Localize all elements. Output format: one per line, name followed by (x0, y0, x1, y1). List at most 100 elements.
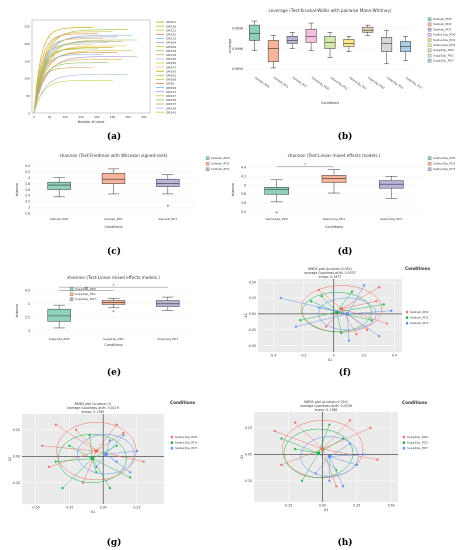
panel-d-shannon-boxplot: shannon (Test:Linear mixed effects model… (231, 153, 456, 229)
y-tick-label: 200 (24, 42, 30, 46)
chart-title: NMDS plot (p-value=0.052) (308, 267, 352, 271)
x-axis-label: X1 (324, 508, 328, 512)
spider-line (75, 429, 97, 452)
panel-c-shannon-boxplot: shannon (Test:Friedman with Wilcoxon sig… (15, 153, 230, 229)
sample-point (115, 460, 118, 463)
legend-label: Saline10µ_PD1 (175, 441, 198, 445)
x-tick-label: 25k (110, 115, 116, 119)
legend-label: Supp10µ_PD1 (407, 441, 428, 445)
sample-point (47, 465, 51, 469)
panel-b-coverage-boxplot: coverage (Test:Kruskal-Wallis with pairw… (228, 8, 456, 105)
chart-title: shannon (Test:Linear mixed effects model… (288, 153, 381, 158)
legend-swatch (170, 435, 174, 439)
box-body (267, 40, 279, 63)
x-axis-label: Conditions (105, 343, 123, 347)
confidence-ellipse (57, 433, 127, 484)
chart-stress: stress: 0.1765 (82, 410, 105, 414)
legend-label: Supp10µ_PD0 (433, 48, 454, 52)
legend-label: Saline10µ_PD0 (433, 156, 456, 160)
sample-point (280, 463, 283, 467)
x-tick-label: 0 (333, 354, 335, 358)
y-tick-label: 3.4 (25, 194, 30, 198)
x-tick-label: 20k (94, 115, 100, 119)
legend-label: OR527 (166, 94, 176, 98)
legend-label: OR530 (166, 57, 176, 61)
spider-line (89, 435, 93, 459)
centroid-marker (345, 312, 350, 316)
sample-point (54, 460, 57, 463)
spider-line (347, 313, 380, 337)
box-body (343, 39, 355, 47)
sample-point (362, 453, 365, 456)
spider-line (318, 453, 337, 471)
y-tick-label: 3.8 (25, 182, 30, 186)
spider-line (321, 295, 337, 313)
confidence-ellipse (77, 434, 135, 475)
legend-swatch (427, 156, 432, 160)
spider-line (347, 313, 350, 341)
y-tick-label: 3 (28, 329, 30, 333)
sample-point (81, 481, 84, 484)
legend-swatch (69, 292, 74, 296)
chart-title: shannon (Test:Linear mixed effects model… (67, 275, 160, 280)
significance-marker: ** (85, 287, 89, 291)
legend-label: OR509 (166, 86, 176, 90)
legend-title: Conditions (405, 266, 431, 271)
sample-point (375, 300, 378, 303)
x-tick-label: 30k (126, 115, 132, 119)
sample-point (350, 290, 354, 293)
sample-point (41, 444, 44, 447)
sample-point (135, 449, 139, 453)
y-axis-label: shannon (15, 304, 19, 318)
sample-point (309, 300, 313, 303)
legend-swatch (402, 446, 406, 450)
y-axis-label: coverage (228, 39, 232, 54)
spider-line (341, 300, 377, 310)
rarefaction-curve (33, 62, 108, 114)
box-body (381, 37, 393, 52)
centroid-marker (104, 452, 108, 456)
x-tick-label: -0.2 (300, 354, 306, 358)
spider-line (105, 435, 124, 455)
box-body (156, 178, 180, 187)
box-body (305, 28, 317, 43)
y-tick-label: 3.8 (241, 192, 246, 196)
sample-point (328, 423, 331, 426)
legend-title: Conditions (402, 400, 428, 405)
spider-line (92, 458, 97, 473)
y-tick-label: 4.4 (25, 164, 30, 168)
spider-line (96, 424, 117, 452)
sample-point (355, 463, 358, 467)
sample-point (347, 339, 351, 342)
centroid-marker (335, 310, 339, 314)
caption-f: (f) (339, 367, 351, 378)
x-tick-label: Salineb_PD1 (273, 76, 290, 89)
spider-line (329, 443, 351, 457)
spider-line (336, 291, 353, 313)
y-tick-label: 0.00 (245, 453, 252, 457)
panel-h-nmds-plot: -0.25 0.00 0.25 0.50 0.25 0.00 -0.25 NMDS plot … (240, 400, 428, 512)
legend-swatch (427, 43, 432, 47)
sample-point (369, 426, 372, 429)
sample-point (122, 434, 125, 437)
confidence-ellipse (282, 420, 364, 479)
legend-label: Salineb_PD7 (433, 27, 452, 31)
spider-line (274, 430, 323, 450)
box-body (286, 36, 298, 44)
legend-label: Supp10µ_PD0 (75, 287, 96, 291)
x-tick-label: 0.2 (362, 354, 367, 358)
chart-subtitle: average Goodness-of-fit: 0.0338 (300, 404, 352, 408)
legend-label: OR516 (166, 24, 176, 28)
legend-swatch (69, 297, 74, 301)
rarefaction-curve (33, 80, 113, 114)
sample-point (88, 434, 91, 437)
sample-point (108, 439, 112, 442)
box-body (264, 187, 289, 195)
spider-line (62, 458, 93, 489)
chart-title: NMDS plot (p-value=1) (75, 402, 112, 406)
legend-swatch (427, 167, 432, 171)
plot-area (254, 412, 398, 502)
sample-point (340, 331, 343, 335)
sample-point (335, 485, 338, 488)
x-tick-label: -0.50 (31, 506, 39, 510)
